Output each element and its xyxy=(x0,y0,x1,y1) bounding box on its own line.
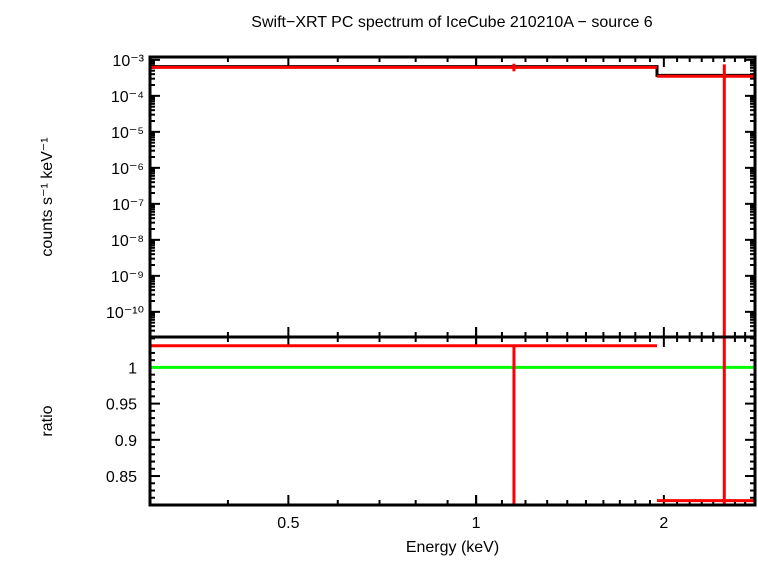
spectrum-y-tick-labels: 10⁻¹⁰ 10⁻⁹ 10⁻⁸ 10⁻⁷ 10⁻⁶ 10⁻⁵ 10⁻⁴ 10⁻³ xyxy=(106,53,145,322)
ratio-x-tick-labels: 0.5 1 2 xyxy=(277,515,668,532)
ratio-y-tick-labels: 0.85 0.9 0.95 1 xyxy=(106,360,137,486)
x-tick-label: 1 xyxy=(472,515,481,532)
x-tick-label: 2 xyxy=(659,515,668,532)
x-tick-label: 0.5 xyxy=(277,515,299,532)
y-tick-label: 10⁻⁹ xyxy=(111,269,144,286)
y-tick-label: 0.95 xyxy=(106,397,137,414)
ratio-data-layer xyxy=(150,337,755,505)
x-axis-label: Energy (keV) xyxy=(406,539,499,556)
y-tick-label: 10⁻⁸ xyxy=(111,233,144,250)
spectrum-data-layer xyxy=(150,63,755,337)
y-tick-label: 0.9 xyxy=(115,433,137,450)
spectrum-y-axis-label: counts s⁻¹ keV⁻¹ xyxy=(39,137,56,256)
ratio-axis-ticks xyxy=(149,337,755,505)
spectrum-axis-ticks xyxy=(149,57,755,338)
y-tick-label: 10⁻⁶ xyxy=(111,161,144,178)
chart-title: Swift−XRT PC spectrum of IceCube 210210A… xyxy=(251,14,653,31)
spectrum-panel-frame xyxy=(148,55,757,339)
y-tick-label: 1 xyxy=(128,360,137,377)
ratio-y-axis-label: ratio xyxy=(39,405,56,436)
ratio-panel: 0.85 0.9 0.95 1 0.5 1 2 xyxy=(106,335,757,532)
y-tick-label: 10⁻⁵ xyxy=(111,125,144,142)
y-tick-label: 10⁻⁷ xyxy=(112,197,144,214)
spectrum-panel: 10⁻¹⁰ 10⁻⁹ 10⁻⁸ 10⁻⁷ 10⁻⁶ 10⁻⁵ 10⁻⁴ 10⁻³ xyxy=(106,53,757,339)
y-tick-label: 10⁻¹⁰ xyxy=(106,305,144,322)
ratio-panel-frame xyxy=(148,335,757,507)
y-tick-label: 0.85 xyxy=(106,469,137,486)
y-tick-label: 10⁻⁴ xyxy=(111,89,144,106)
y-tick-label: 10⁻³ xyxy=(112,53,144,70)
